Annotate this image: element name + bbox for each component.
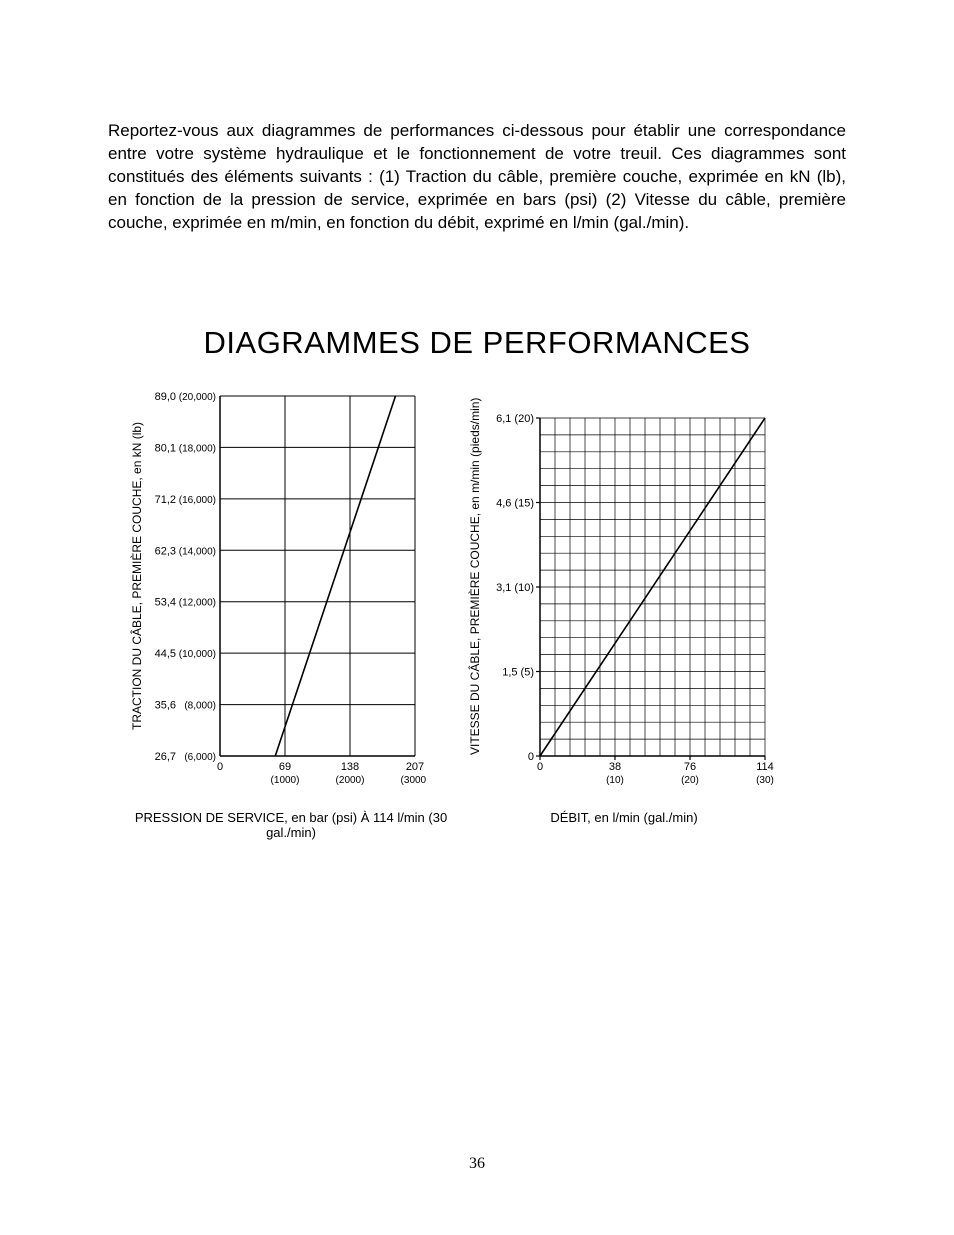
svg-text:0: 0 — [537, 761, 543, 773]
chart-left-x-label: PRESSION DE SERVICE, en bar (psi) À 114 … — [126, 810, 456, 840]
charts-title: DIAGRAMMES DE PERFORMANCES — [108, 325, 846, 361]
svg-text:(6,000): (6,000) — [184, 752, 216, 763]
svg-text:(16,000): (16,000) — [179, 495, 216, 506]
svg-text:(2000): (2000) — [336, 775, 365, 786]
svg-text:(14,000): (14,000) — [179, 546, 216, 557]
chart-left-y-label: TRACTION DU CÂBLE, PREMIÈRE COUCHE, en k… — [128, 386, 146, 766]
chart-right-y-label: VITESSE DU CÂBLE, PREMIÈRE COUCHE, en m/… — [466, 386, 484, 766]
chart-left-wrap: TRACTION DU CÂBLE, PREMIÈRE COUCHE, en k… — [128, 386, 456, 840]
svg-text:53,4: 53,4 — [155, 596, 176, 608]
svg-text:207: 207 — [406, 761, 424, 773]
svg-text:35,6: 35,6 — [155, 699, 176, 711]
svg-text:4,6 (15): 4,6 (15) — [496, 497, 534, 509]
svg-text:3,1 (10): 3,1 (10) — [496, 582, 534, 594]
svg-text:38: 38 — [609, 761, 621, 773]
svg-text:114: 114 — [756, 761, 774, 773]
svg-text:(12,000): (12,000) — [179, 597, 216, 608]
svg-text:0: 0 — [217, 761, 223, 773]
svg-text:89,0: 89,0 — [155, 391, 176, 403]
chart-left-body: 26,7(6,000)35,6(8,000)44,5(10,000)53,4(1… — [146, 386, 456, 840]
svg-text:138: 138 — [341, 761, 359, 773]
svg-text:(10): (10) — [606, 775, 624, 786]
charts-row: TRACTION DU CÂBLE, PREMIÈRE COUCHE, en k… — [128, 386, 846, 840]
svg-text:1,5 (5): 1,5 (5) — [502, 666, 534, 678]
svg-text:0: 0 — [528, 751, 534, 763]
svg-text:(10,000): (10,000) — [179, 649, 216, 660]
page: Reportez-vous aux diagrammes de performa… — [0, 0, 954, 1235]
chart-right-wrap: VITESSE DU CÂBLE, PREMIÈRE COUCHE, en m/… — [466, 386, 784, 840]
page-number: 36 — [0, 1155, 954, 1173]
svg-text:(20,000): (20,000) — [179, 392, 216, 403]
svg-text:(18,000): (18,000) — [179, 443, 216, 454]
svg-text:69: 69 — [279, 761, 291, 773]
svg-text:(8,000): (8,000) — [184, 700, 216, 711]
chart-right-body: 0 1,5 (5) 3,1 (10) 4,6 (15) 6,1 (20) 0 38 (10) 7… — [484, 386, 784, 840]
svg-text:(30): (30) — [756, 775, 774, 786]
svg-text:80,1: 80,1 — [155, 442, 176, 454]
chart-right-svg: 0 1,5 (5) 3,1 (10) 4,6 (15) 6,1 (20) 0 38 (10) 7… — [484, 386, 784, 796]
chart-right-x-label: DÉBIT, en l/min (gal./min) — [484, 810, 764, 825]
svg-text:6,1 (20): 6,1 (20) — [496, 413, 534, 425]
chart-left-svg: 26,7(6,000)35,6(8,000)44,5(10,000)53,4(1… — [146, 386, 426, 796]
svg-text:71,2: 71,2 — [155, 494, 176, 506]
svg-text:62,3: 62,3 — [155, 545, 176, 557]
svg-text:76: 76 — [684, 761, 696, 773]
svg-text:(20): (20) — [681, 775, 699, 786]
svg-text:(1000): (1000) — [271, 775, 300, 786]
intro-paragraph: Reportez-vous aux diagrammes de performa… — [108, 120, 846, 235]
svg-text:44,5: 44,5 — [155, 648, 176, 660]
svg-text:(3000): (3000) — [401, 775, 426, 786]
svg-text:26,7: 26,7 — [155, 751, 176, 763]
